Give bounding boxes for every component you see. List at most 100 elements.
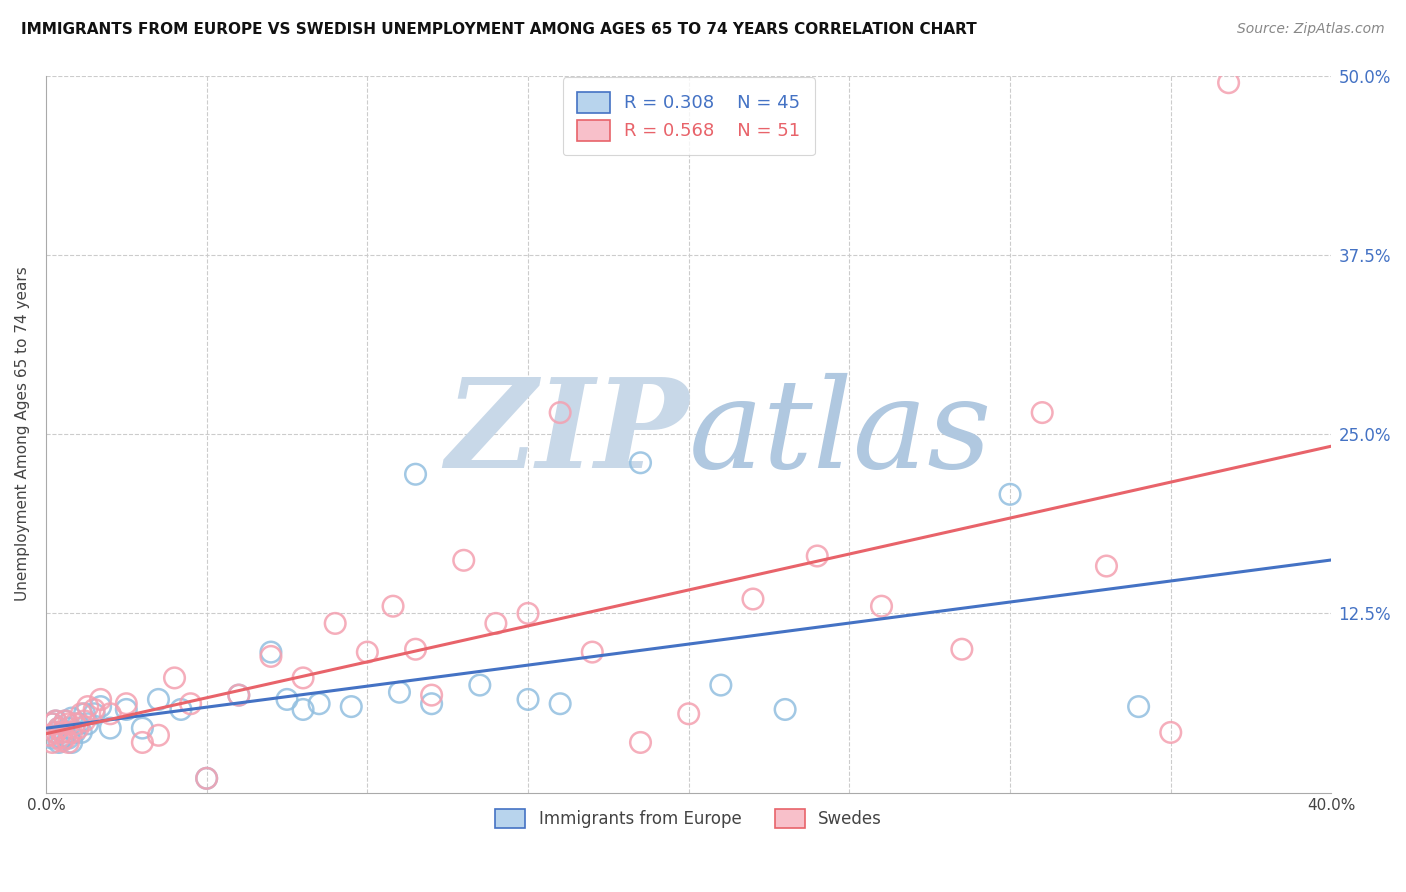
- Point: [742, 592, 765, 607]
- Point: [51, 725, 73, 739]
- Point: [323, 616, 346, 631]
- Text: Source: ZipAtlas.com: Source: ZipAtlas.com: [1237, 22, 1385, 37]
- Point: [950, 642, 973, 657]
- Point: [195, 772, 218, 786]
- Point: [292, 702, 315, 716]
- Point: [420, 697, 443, 711]
- Point: [1160, 725, 1182, 739]
- Point: [308, 697, 330, 711]
- Point: [73, 714, 96, 728]
- Point: [45, 714, 67, 728]
- Point: [630, 735, 652, 749]
- Point: [41, 731, 63, 746]
- Point: [48, 735, 70, 749]
- Point: [420, 688, 443, 702]
- Point: [170, 702, 193, 716]
- Point: [76, 699, 98, 714]
- Point: [131, 735, 153, 749]
- Y-axis label: Unemployment Among Ages 65 to 74 years: Unemployment Among Ages 65 to 74 years: [15, 267, 30, 601]
- Point: [115, 697, 138, 711]
- Text: IMMIGRANTS FROM EUROPE VS SWEDISH UNEMPLOYMENT AMONG AGES 65 TO 74 YEARS CORRELA: IMMIGRANTS FROM EUROPE VS SWEDISH UNEMPL…: [21, 22, 977, 37]
- Point: [468, 678, 491, 692]
- Point: [70, 725, 93, 739]
- Point: [678, 706, 700, 721]
- Point: [228, 688, 250, 702]
- Point: [58, 716, 80, 731]
- Point: [806, 549, 828, 563]
- Point: [58, 735, 80, 749]
- Point: [38, 728, 60, 742]
- Point: [405, 467, 427, 482]
- Point: [998, 487, 1021, 501]
- Point: [517, 692, 540, 706]
- Point: [870, 599, 893, 614]
- Point: [83, 702, 105, 716]
- Point: [70, 706, 93, 721]
- Text: atlas: atlas: [689, 373, 993, 495]
- Point: [388, 685, 411, 699]
- Point: [53, 731, 76, 746]
- Point: [67, 716, 90, 731]
- Point: [1031, 406, 1053, 420]
- Point: [60, 711, 83, 725]
- Point: [148, 728, 170, 742]
- Point: [53, 728, 76, 742]
- Point: [405, 642, 427, 657]
- Point: [53, 714, 76, 728]
- Point: [63, 716, 86, 731]
- Point: [260, 649, 283, 664]
- Text: ZIP: ZIP: [444, 374, 689, 495]
- Point: [60, 735, 83, 749]
- Point: [90, 692, 112, 706]
- Point: [548, 697, 571, 711]
- Point: [340, 699, 363, 714]
- Point: [180, 697, 202, 711]
- Point: [45, 725, 67, 739]
- Point: [38, 728, 60, 742]
- Point: [67, 721, 90, 735]
- Point: [195, 772, 218, 786]
- Point: [53, 714, 76, 728]
- Point: [131, 721, 153, 735]
- Point: [48, 731, 70, 746]
- Point: [581, 645, 603, 659]
- Point: [58, 721, 80, 735]
- Point: [41, 716, 63, 731]
- Point: [453, 553, 475, 567]
- Point: [60, 725, 83, 739]
- Point: [517, 607, 540, 621]
- Point: [48, 721, 70, 735]
- Point: [485, 616, 508, 631]
- Point: [83, 706, 105, 721]
- Point: [58, 731, 80, 746]
- Point: [630, 456, 652, 470]
- Point: [548, 406, 571, 420]
- Point: [41, 735, 63, 749]
- Point: [260, 645, 283, 659]
- Point: [51, 734, 73, 748]
- Point: [63, 725, 86, 739]
- Point: [1218, 76, 1240, 90]
- Point: [41, 716, 63, 731]
- Point: [276, 692, 298, 706]
- Point: [115, 702, 138, 716]
- Legend: Immigrants from Europe, Swedes: Immigrants from Europe, Swedes: [489, 802, 889, 835]
- Point: [382, 599, 405, 614]
- Point: [292, 671, 315, 685]
- Point: [76, 716, 98, 731]
- Point: [90, 699, 112, 714]
- Point: [1128, 699, 1150, 714]
- Point: [73, 706, 96, 721]
- Point: [163, 671, 186, 685]
- Point: [98, 706, 121, 721]
- Point: [51, 731, 73, 746]
- Point: [228, 688, 250, 702]
- Point: [45, 714, 67, 728]
- Point: [148, 692, 170, 706]
- Point: [45, 725, 67, 739]
- Point: [51, 725, 73, 739]
- Point: [710, 678, 733, 692]
- Point: [1095, 559, 1118, 574]
- Point: [48, 721, 70, 735]
- Point: [773, 702, 796, 716]
